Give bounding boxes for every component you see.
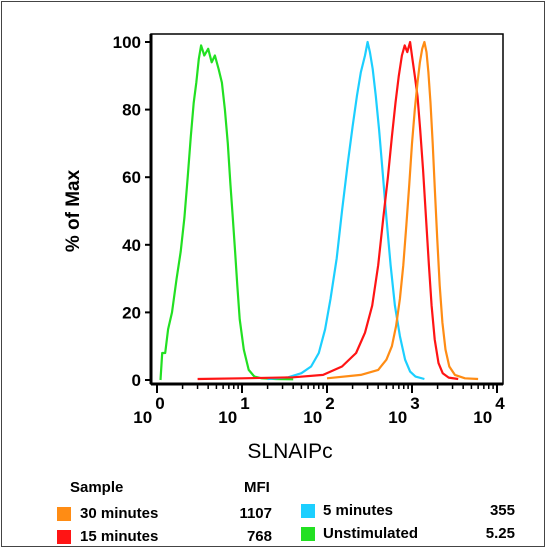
legend-mfi-unstimulated: 5.25 [485, 525, 515, 542]
legend-mfi-header: MFI [244, 479, 270, 496]
series-unstimulated [159, 44, 294, 381]
y-tick-label: 0 [132, 371, 141, 390]
axes: 0 20 40 60 80 100 100 101 102 103 104 [113, 33, 506, 427]
y-tick-label: 80 [122, 101, 141, 120]
y-tick-label: 60 [122, 168, 141, 187]
legend-label-30-minutes: 30 minutes [80, 505, 159, 522]
y-tick-label: 20 [122, 303, 141, 322]
plot-box [150, 33, 504, 385]
legend-swatch-5-minutes [301, 504, 315, 518]
legend-mfi-15-minutes: 768 [246, 528, 272, 545]
series-30-minutes [326, 40, 479, 381]
legend-mfi-30-minutes: 1107 [239, 505, 272, 522]
x-tick-label: 102 [303, 394, 334, 427]
series-15-minutes [197, 40, 459, 381]
legend-sample-header: Sample [70, 479, 124, 496]
legend-swatch-30-minutes [57, 507, 71, 521]
y-tick-label: 40 [122, 236, 141, 255]
x-tick-label: 103 [388, 394, 419, 427]
legend-swatch-15-minutes [57, 530, 71, 544]
x-tick-label: 100 [133, 394, 164, 427]
histogram-chart: 0 20 40 60 80 100 100 101 102 103 104 % of Max SLN… [63, 33, 506, 463]
legend-label-15-minutes: 15 minutes [80, 528, 159, 545]
legend-label-unstimulated: Unstimulated [323, 525, 419, 542]
legend-mfi-5-minutes: 355 [489, 502, 515, 519]
x-tick-label: 104 [473, 394, 505, 427]
y-tick-label: 100 [113, 33, 141, 52]
x-axis-label: SLNAIPc [247, 440, 332, 463]
legend-label-5-minutes: 5 minutes [323, 502, 394, 519]
x-tick-label: 101 [218, 394, 249, 427]
series-5-minutes [267, 40, 425, 381]
histogram-curves [159, 40, 479, 381]
y-axis-label: % of Max [63, 169, 84, 252]
legend-swatch-unstimulated [301, 527, 315, 541]
